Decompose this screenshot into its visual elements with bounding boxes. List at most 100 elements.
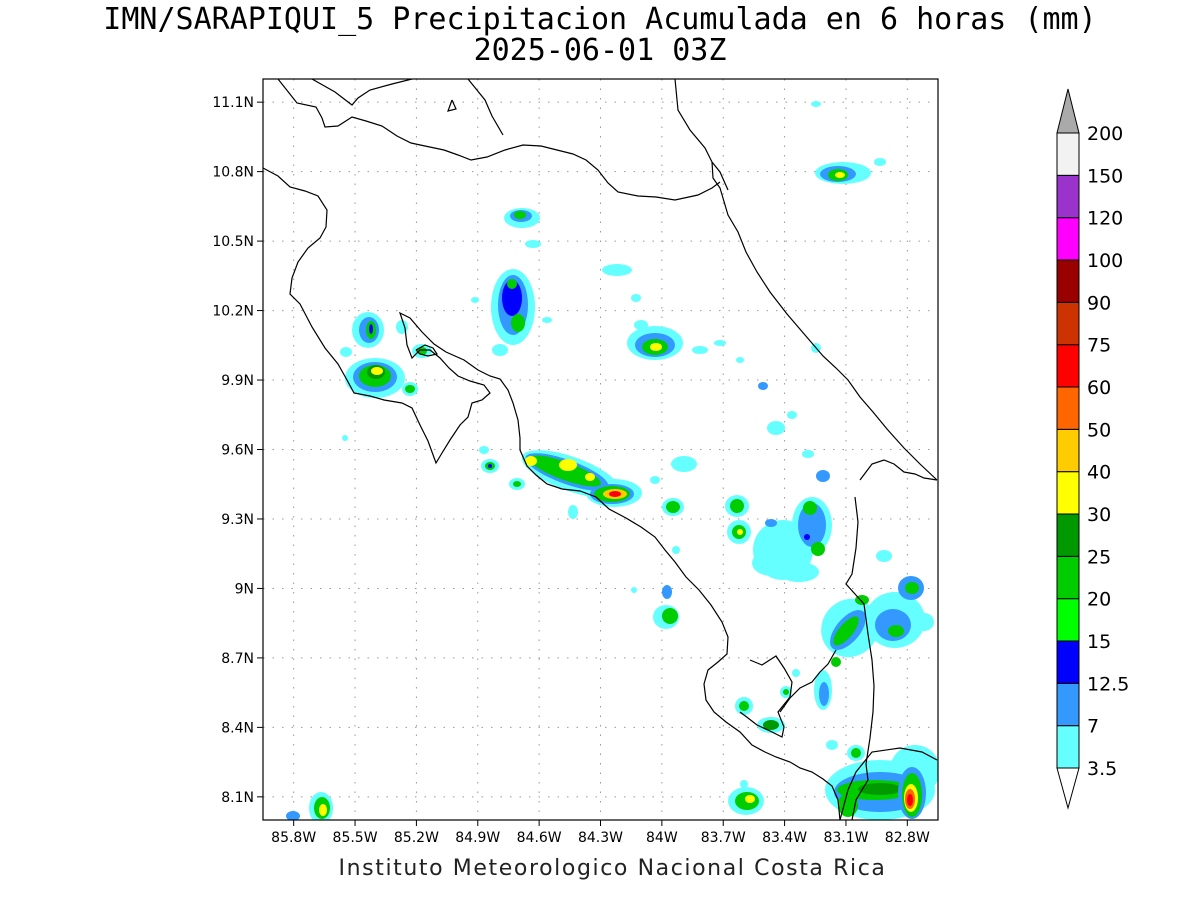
lat-label: 8.1N — [221, 790, 254, 806]
latitude-labels: 11.1N 10.8N 10.5N 10.2N 9.9N 9.6N 9.3N 9N 8.7N 8.… — [212, 95, 263, 806]
rain-cell — [672, 546, 680, 554]
rain-cell — [847, 745, 865, 761]
lat-label: 10.2N — [212, 304, 254, 320]
legend-level-label: 12.5 — [1087, 673, 1129, 695]
lat-label: 9.6N — [221, 443, 254, 459]
rain-cell — [471, 297, 479, 303]
map-title: IMN/SARAPIQUI_5 Precipitacion Acumulada … — [103, 2, 1097, 37]
lon-label: 83.4W — [762, 830, 807, 846]
rain-cell — [874, 158, 886, 166]
legend-level-label: 150 — [1087, 165, 1123, 187]
rain-cell — [342, 435, 348, 441]
rain-cell — [792, 497, 832, 556]
rain-cell — [352, 312, 384, 348]
legend-swatch — [1056, 471, 1080, 515]
legend-level-label: 75 — [1087, 335, 1111, 357]
legend-level-label: 200 — [1087, 123, 1123, 145]
legend-swatch — [1056, 386, 1080, 430]
legend-swatch — [1056, 725, 1080, 769]
lat-label: 10.8N — [212, 165, 254, 181]
legend-swatch — [1056, 428, 1080, 473]
legend-level-label: 15 — [1087, 631, 1111, 653]
rain-cell — [714, 340, 726, 346]
rain-cell — [542, 317, 552, 323]
lon-label: 82.8W — [885, 830, 930, 846]
rain-cell — [692, 346, 708, 354]
footer-credit: Instituto Meteorologico Nacional Costa R… — [338, 856, 887, 881]
rain-cell — [779, 562, 819, 582]
rain-cell — [602, 264, 632, 276]
rain-cell — [725, 495, 749, 517]
rain-cell — [662, 498, 684, 516]
legend-level-label: 7 — [1087, 716, 1099, 738]
legend-swatch — [1056, 217, 1080, 261]
legend-swatch — [1056, 132, 1080, 176]
caribbean-coast — [674, 79, 938, 481]
legend-swatch — [1056, 513, 1080, 557]
osa-peninsula — [739, 655, 793, 738]
rain-cell — [727, 520, 751, 544]
legend-level-label: 40 — [1087, 462, 1111, 484]
legend-swatch — [1056, 259, 1080, 303]
legend-swatch — [1056, 682, 1080, 727]
rain-cell — [826, 740, 838, 750]
panama-border — [859, 459, 938, 481]
river-spur — [711, 161, 729, 191]
legend-upper-triangle — [1056, 88, 1080, 134]
nicoya-gulf-island — [415, 344, 438, 357]
legend-level-label: 30 — [1087, 504, 1111, 526]
lake-island — [447, 99, 457, 112]
rain-cell — [345, 358, 405, 398]
map-subtitle: 2025-06-01 03Z — [473, 33, 727, 68]
longitude-labels: 85.8W 85.5W 85.2W 84.9W 84.6W 84.3W 84W 83.7W 83… — [271, 820, 930, 846]
rain-cell — [492, 344, 508, 356]
panama-border-south — [845, 496, 875, 820]
lon-label: 84.6W — [517, 830, 562, 846]
rain-cell — [765, 519, 777, 527]
rain-cell — [728, 787, 764, 815]
legend-swatches — [1056, 88, 1080, 810]
legend-level-label: 120 — [1087, 208, 1123, 230]
rain-cell — [286, 811, 300, 820]
legend-level-label: 60 — [1087, 377, 1111, 399]
lat-label: 8.7N — [221, 651, 254, 667]
rain-cell — [865, 550, 925, 648]
rain-cell — [525, 240, 541, 248]
rain-cell — [662, 608, 678, 624]
rain-cell — [481, 459, 499, 473]
rain-cell — [736, 357, 744, 363]
lat-label: 9.9N — [221, 373, 254, 389]
rain-cell — [740, 780, 748, 788]
rain-cell — [735, 697, 753, 715]
map-grid — [263, 79, 938, 820]
lat-label: 9.3N — [221, 512, 254, 528]
lat-label: 11.1N — [212, 95, 254, 111]
rain-cell — [479, 446, 489, 454]
legend-level-label: 20 — [1087, 589, 1111, 611]
golfo-dulce — [779, 649, 837, 713]
legend-labels: 3.5 7 12.5 15 20 25 30 40 50 60 75 90 100 120 150 200 — [1087, 123, 1129, 780]
pacific-coast-nicoya — [263, 167, 841, 820]
rain-cell — [631, 294, 641, 302]
nicaragua-lake-north — [311, 79, 413, 106]
rain-cell — [402, 382, 418, 396]
lon-label: 85.2W — [394, 830, 439, 846]
rain-cell — [662, 585, 672, 599]
rain-cell — [634, 320, 648, 330]
lat-label: 9N — [235, 581, 254, 597]
rain-cell — [309, 792, 333, 820]
rain-cell — [787, 411, 797, 419]
legend-swatch — [1056, 598, 1080, 642]
lat-label: 8.4N — [221, 720, 254, 736]
caribbean-coast-north — [467, 79, 504, 136]
rain-cell — [650, 476, 660, 484]
coastline — [263, 79, 938, 820]
lon-label: 85.5W — [333, 830, 378, 846]
rain-cell — [802, 450, 814, 458]
legend-lower-triangle — [1056, 767, 1080, 810]
legend-swatch — [1056, 344, 1080, 388]
lon-label: 84W — [646, 830, 678, 846]
rain-cell — [758, 382, 768, 390]
